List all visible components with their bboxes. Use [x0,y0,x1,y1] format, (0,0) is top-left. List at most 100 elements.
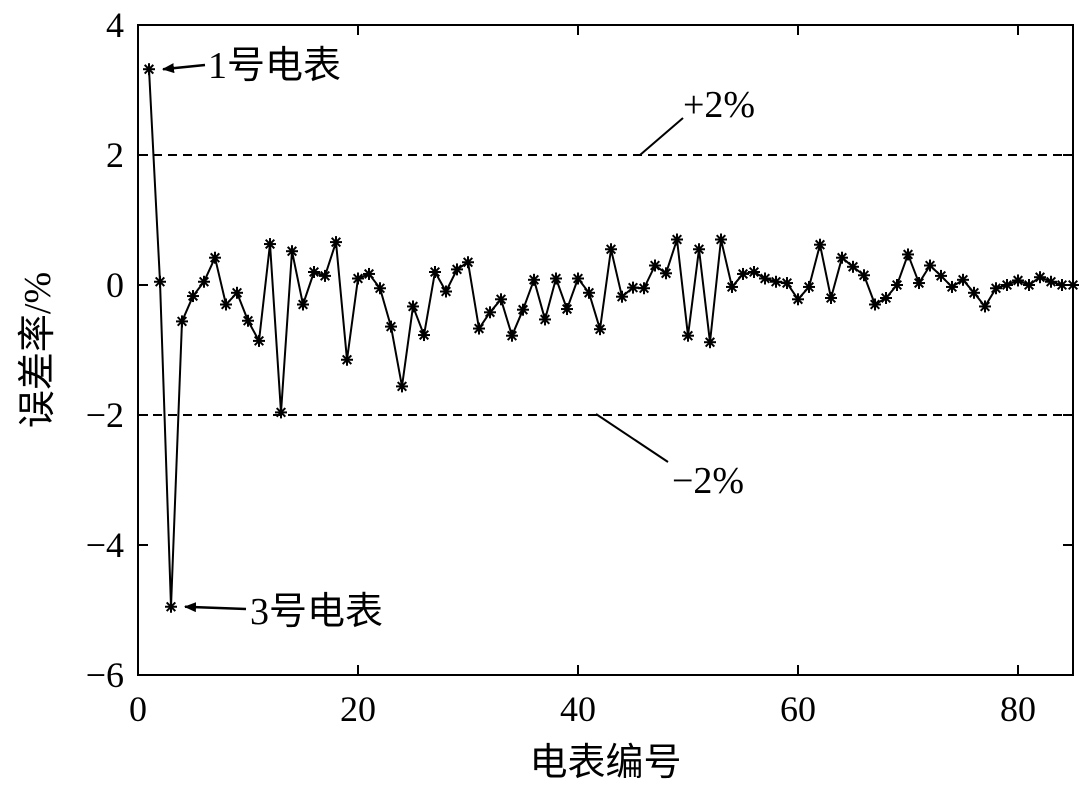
data-point-marker [638,282,650,295]
plot-frame [137,24,1074,676]
data-point-marker [880,292,892,304]
x-tick-label: 20 [340,689,376,729]
data-point-marker [1012,274,1024,287]
series-line [148,69,1073,608]
data-point-marker [759,272,771,285]
data-point-marker [407,300,419,313]
data-point-marker [605,243,617,256]
data-point-marker [396,380,408,393]
x-tick-label: 0 [129,689,147,729]
data-point-marker [924,259,936,272]
data-point-marker [902,248,914,261]
y-tick-label: 4 [106,5,124,45]
data-point-marker [341,353,353,366]
data-point-marker [968,286,980,299]
data-point-marker [319,269,331,282]
data-point-marker [671,233,683,246]
data-point-marker [803,280,815,293]
data-point-marker [154,275,166,288]
annotation-arrow [184,602,247,613]
data-point-marker [836,251,848,264]
data-point-marker [462,256,474,269]
data-point-marker [935,269,947,282]
data-point-marker [484,306,496,319]
data-point-marker [242,314,254,327]
data-point-marker [583,286,595,299]
data-point-marker [330,236,342,249]
data-point-marker [198,275,210,288]
data-point-marker [825,292,837,304]
y-tick-label: −6 [86,655,124,695]
reference-line-label: +2% [683,84,755,126]
data-point-marker [176,315,188,328]
data-point-marker [616,290,628,303]
data-point-marker [253,334,265,347]
data-point-marker [495,293,507,306]
data-point-marker [627,281,639,294]
data-point-marker [1045,275,1057,288]
data-point-marker [660,267,672,280]
data-point-marker [990,282,1002,295]
data-point-marker [572,272,584,285]
data-point-marker [297,298,309,311]
data-point-marker [891,279,903,291]
data-point-marker [748,266,760,278]
y-tick-label: −4 [86,525,124,565]
data-point-marker [693,243,705,256]
data-point-marker [473,322,485,335]
data-point-marker [649,259,661,272]
data-point-marker [946,280,958,293]
data-point-marker [561,303,573,316]
data-point-marker [957,273,969,286]
data-point-marker [539,313,551,326]
data-point-marker [737,267,749,280]
data-point-marker [847,260,859,273]
data-point-marker [979,300,991,313]
data-point-marker [264,238,276,251]
data-point-marker [363,267,375,280]
data-point-marker [1023,279,1035,291]
y-tick-label: −2 [86,395,124,435]
data-point-marker [385,320,397,333]
y-axis-title: 误差率/% [17,272,59,428]
data-point-marker [792,293,804,306]
x-tick-label: 80 [1000,689,1036,729]
data-point-marker [506,329,518,342]
data-point-marker [869,298,881,311]
data-point-marker [418,329,430,342]
data-point-marker [814,238,826,251]
data-point-marker [275,406,287,419]
meter-annotation-label: 1号电表 [208,45,341,87]
y-tick-label: 0 [106,265,124,305]
data-point-marker [726,280,738,293]
data-point-marker [220,298,232,311]
data-point-marker [781,277,793,290]
data-point-marker [1001,279,1013,291]
data-point-marker [429,266,441,278]
data-point-marker [451,263,463,276]
data-point-marker [594,323,606,336]
data-point-marker [528,273,540,286]
data-point-marker [550,272,562,285]
data-point-marker [1034,271,1046,284]
x-tick-label: 60 [780,689,816,729]
data-point-marker [374,282,386,295]
annotation-arrow [162,63,206,74]
data-point-marker [440,285,452,298]
x-tick-label: 40 [560,689,596,729]
data-point-marker [352,272,364,285]
data-point-marker [913,277,925,290]
data-point-marker [858,269,870,282]
ref-label-leader [639,117,684,156]
data-point-marker [770,275,782,288]
data-point-marker [286,245,298,258]
data-point-marker [231,286,243,299]
data-point-marker [187,290,199,303]
data-point-marker [308,266,320,278]
y-tick-label: 2 [106,135,124,175]
ref-label-leader [595,413,669,463]
data-point-marker [715,233,727,246]
data-point-marker [143,63,155,76]
